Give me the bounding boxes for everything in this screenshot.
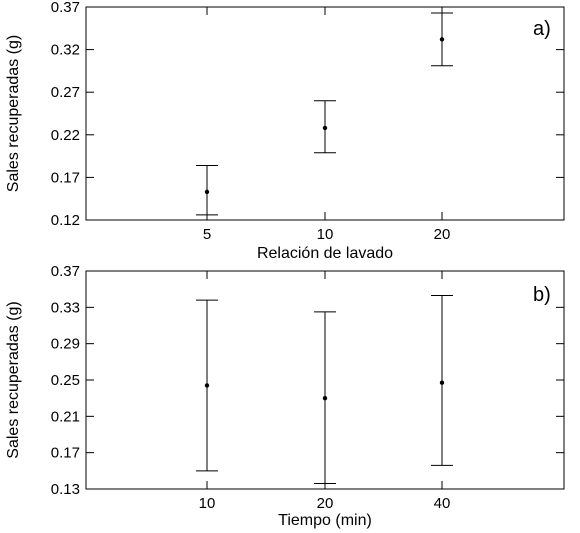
y-tick-label-a-5: 0.37 xyxy=(51,0,80,16)
y-tick-label-a-0: 0.12 xyxy=(51,212,80,229)
y-axis-label-a: Sales recuperadas (g) xyxy=(5,35,22,192)
data-point-b-1 xyxy=(322,395,328,401)
y-tick-label-b-3: 0.25 xyxy=(51,372,80,389)
data-marks-a xyxy=(196,12,453,216)
y-axis-ticks-a: 0.12 0.17 0.22 0.27 0.32 0.37 xyxy=(51,0,564,229)
panel-a: 0.12 0.17 0.22 0.27 0.32 0.37 5 10 20 a) Relaci… xyxy=(5,0,565,262)
panel-b: 0.13 0.17 0.21 0.25 0.29 0.33 0.37 10 20 40 b) T… xyxy=(5,263,565,529)
y-tick-label-b-1: 0.17 xyxy=(51,445,80,462)
x-tick-label-a-0: 5 xyxy=(203,226,211,243)
x-tick-label-a-1: 10 xyxy=(317,226,334,243)
x-axis-label-b: Tiempo (min) xyxy=(278,512,372,529)
y-axis-ticks-b: 0.13 0.17 0.21 0.25 0.29 0.33 0.37 xyxy=(51,263,564,498)
y-tick-label-a-3: 0.27 xyxy=(51,84,80,101)
y-tick-label-b-2: 0.21 xyxy=(51,408,80,425)
panel-label-a: a) xyxy=(533,18,551,40)
data-marks-b xyxy=(196,295,453,485)
x-axis-ticks-b: 10 20 40 xyxy=(199,271,451,512)
y-tick-label-b-4: 0.29 xyxy=(51,336,80,353)
y-tick-label-a-1: 0.17 xyxy=(51,169,80,186)
x-tick-label-b-0: 10 xyxy=(199,495,216,512)
x-tick-label-a-2: 20 xyxy=(434,226,451,243)
data-point-b-0 xyxy=(204,383,210,388)
data-point-a-2 xyxy=(439,37,445,42)
y-tick-label-a-2: 0.22 xyxy=(51,127,80,144)
y-axis-label-b: Sales recuperadas (g) xyxy=(5,301,22,458)
x-tick-label-b-2: 40 xyxy=(434,495,451,512)
y-tick-label-b-5: 0.33 xyxy=(51,299,80,316)
x-tick-label-b-1: 20 xyxy=(317,495,334,512)
error-bar-b-2 xyxy=(431,295,453,466)
panel-label-b: b) xyxy=(533,284,551,306)
y-tick-label-a-4: 0.32 xyxy=(51,42,80,59)
data-point-b-2 xyxy=(439,380,445,385)
x-axis-ticks-a: 5 10 20 xyxy=(203,7,451,243)
y-tick-label-b-0: 0.13 xyxy=(51,481,80,498)
data-point-a-1 xyxy=(322,125,328,131)
y-tick-label-b-6: 0.37 xyxy=(51,263,80,280)
data-point-a-0 xyxy=(204,189,210,195)
x-axis-label-a: Relación de lavado xyxy=(257,245,393,262)
